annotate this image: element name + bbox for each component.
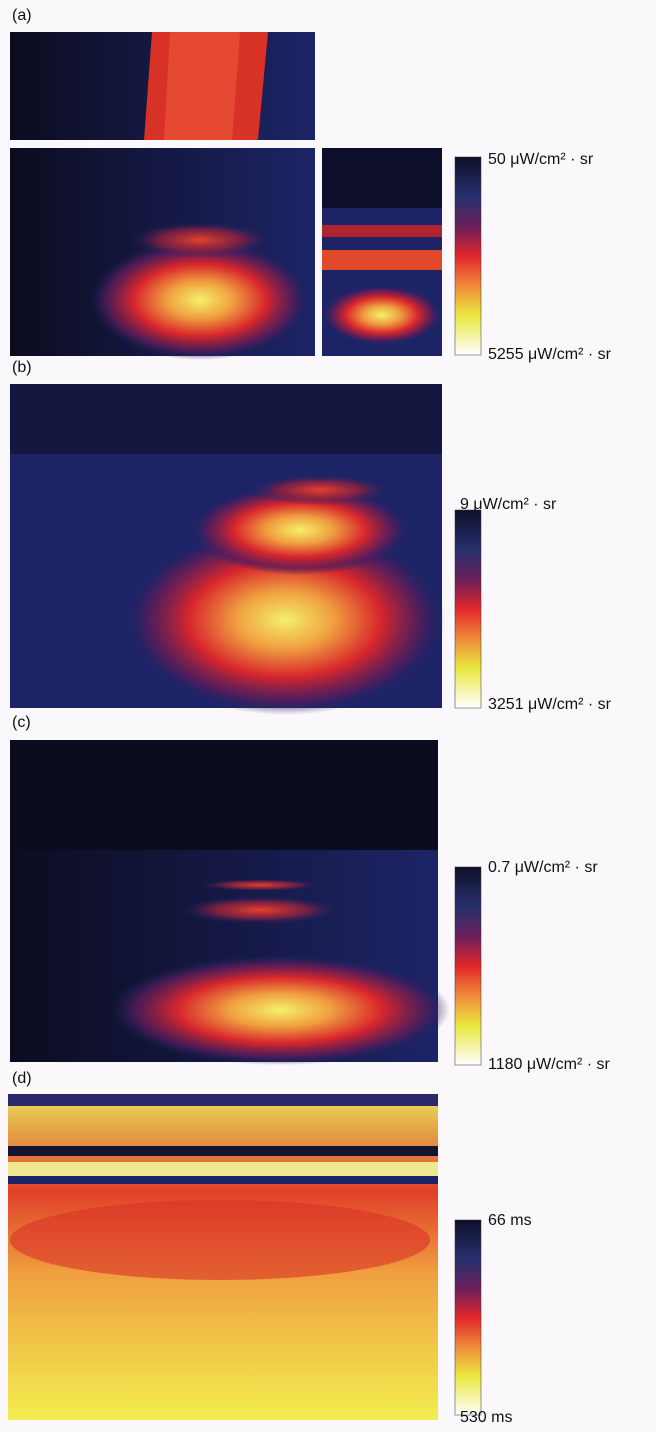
colorbar-label: 9 μW/cm² · sr [460,496,557,513]
heatmap [10,32,315,140]
colorbar-label: 5255 μW/cm² · sr [488,346,612,363]
heatmap [322,148,442,356]
colorbar [454,509,482,709]
colorbar-label: 3251 μW/cm² · sr [488,696,612,713]
heatmap [10,384,445,715]
heatmap [10,740,450,1065]
panel-label: (a) [12,7,32,24]
colorbar [454,156,482,356]
panel-label: (c) [12,714,31,731]
colorbar-label: 0.7 μW/cm² · sr [488,859,598,876]
panel-label: (d) [12,1070,32,1087]
colorbar [454,1219,482,1416]
colorbar [454,866,482,1066]
heatmap [10,148,315,360]
colorbar-label: 50 μW/cm² · sr [488,151,594,168]
heatmap [8,1094,438,1420]
colorbar-label: 1180 μW/cm² · sr [488,1056,610,1073]
colorbar-label: 66 ms [488,1212,532,1229]
colorbar-label: 530 ms [460,1409,512,1426]
panel-label: (b) [12,359,32,376]
